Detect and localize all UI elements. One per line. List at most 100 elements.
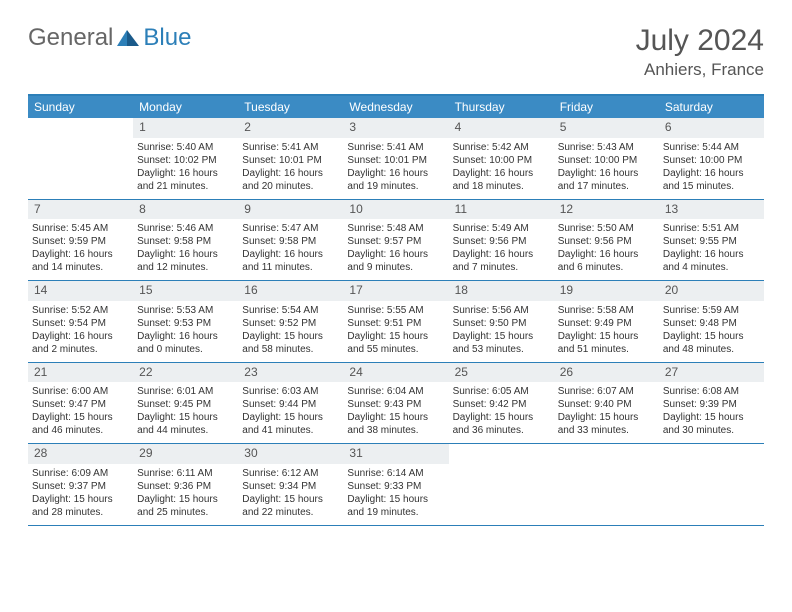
day-number: 19: [554, 281, 659, 301]
day-body: Sunrise: 6:04 AMSunset: 9:43 PMDaylight:…: [343, 382, 448, 443]
daylight-line: Daylight: 16 hours and 19 minutes.: [347, 167, 444, 193]
sunrise-line: Sunrise: 6:01 AM: [137, 385, 234, 398]
daylight-line: Daylight: 15 hours and 55 minutes.: [347, 330, 444, 356]
day-number: 26: [554, 363, 659, 383]
weekday-cell: Saturday: [659, 96, 764, 118]
sunset-line: Sunset: 9:42 PM: [453, 398, 550, 411]
weekday-cell: Tuesday: [238, 96, 343, 118]
sunset-line: Sunset: 9:47 PM: [32, 398, 129, 411]
weekday-row: SundayMondayTuesdayWednesdayThursdayFrid…: [28, 96, 764, 118]
sunrise-line: Sunrise: 5:48 AM: [347, 222, 444, 235]
day-body: Sunrise: 6:09 AMSunset: 9:37 PMDaylight:…: [28, 464, 133, 525]
sunset-line: Sunset: 9:44 PM: [242, 398, 339, 411]
daylight-line: Daylight: 16 hours and 9 minutes.: [347, 248, 444, 274]
day-number: 15: [133, 281, 238, 301]
day-body: Sunrise: 6:00 AMSunset: 9:47 PMDaylight:…: [28, 382, 133, 443]
day-body: Sunrise: 5:47 AMSunset: 9:58 PMDaylight:…: [238, 219, 343, 280]
day-cell: 8Sunrise: 5:46 AMSunset: 9:58 PMDaylight…: [133, 200, 238, 281]
daylight-line: Daylight: 15 hours and 58 minutes.: [242, 330, 339, 356]
sunrise-line: Sunrise: 6:05 AM: [453, 385, 550, 398]
day-number: 30: [238, 444, 343, 464]
day-body: Sunrise: 5:40 AMSunset: 10:02 PMDaylight…: [133, 138, 238, 199]
day-body: Sunrise: 6:01 AMSunset: 9:45 PMDaylight:…: [133, 382, 238, 443]
day-body: Sunrise: 5:52 AMSunset: 9:54 PMDaylight:…: [28, 301, 133, 362]
daylight-line: Daylight: 16 hours and 17 minutes.: [558, 167, 655, 193]
day-cell: 13Sunrise: 5:51 AMSunset: 9:55 PMDayligh…: [659, 200, 764, 281]
sunrise-line: Sunrise: 5:52 AM: [32, 304, 129, 317]
daylight-line: Daylight: 16 hours and 2 minutes.: [32, 330, 129, 356]
weekday-cell: Thursday: [449, 96, 554, 118]
sunrise-line: Sunrise: 6:07 AM: [558, 385, 655, 398]
sunrise-line: Sunrise: 5:41 AM: [242, 141, 339, 154]
sunset-line: Sunset: 9:49 PM: [558, 317, 655, 330]
day-cell: 27Sunrise: 6:08 AMSunset: 9:39 PMDayligh…: [659, 363, 764, 444]
day-body: Sunrise: 5:44 AMSunset: 10:00 PMDaylight…: [659, 138, 764, 199]
day-cell: 9Sunrise: 5:47 AMSunset: 9:58 PMDaylight…: [238, 200, 343, 281]
sunset-line: Sunset: 9:58 PM: [137, 235, 234, 248]
sunset-line: Sunset: 9:36 PM: [137, 480, 234, 493]
sunset-line: Sunset: 10:01 PM: [347, 154, 444, 167]
week-row: 14Sunrise: 5:52 AMSunset: 9:54 PMDayligh…: [28, 281, 764, 363]
sunset-line: Sunset: 9:56 PM: [453, 235, 550, 248]
sunrise-line: Sunrise: 6:11 AM: [137, 467, 234, 480]
daylight-line: Daylight: 15 hours and 25 minutes.: [137, 493, 234, 519]
day-number: 18: [449, 281, 554, 301]
sunrise-line: Sunrise: 5:45 AM: [32, 222, 129, 235]
day-cell: 19Sunrise: 5:58 AMSunset: 9:49 PMDayligh…: [554, 281, 659, 362]
sunset-line: Sunset: 9:57 PM: [347, 235, 444, 248]
daylight-line: Daylight: 16 hours and 21 minutes.: [137, 167, 234, 193]
day-body: Sunrise: 5:50 AMSunset: 9:56 PMDaylight:…: [554, 219, 659, 280]
day-number: 13: [659, 200, 764, 220]
daylight-line: Daylight: 16 hours and 4 minutes.: [663, 248, 760, 274]
sunrise-line: Sunrise: 5:50 AM: [558, 222, 655, 235]
week-row: 7Sunrise: 5:45 AMSunset: 9:59 PMDaylight…: [28, 200, 764, 282]
daylight-line: Daylight: 16 hours and 6 minutes.: [558, 248, 655, 274]
day-cell: 3Sunrise: 5:41 AMSunset: 10:01 PMDayligh…: [343, 118, 448, 199]
day-number: 8: [133, 200, 238, 220]
day-cell: 24Sunrise: 6:04 AMSunset: 9:43 PMDayligh…: [343, 363, 448, 444]
logo: General Blue: [28, 24, 191, 52]
sunset-line: Sunset: 10:00 PM: [663, 154, 760, 167]
day-body: Sunrise: 6:11 AMSunset: 9:36 PMDaylight:…: [133, 464, 238, 525]
day-number: 4: [449, 118, 554, 138]
sunset-line: Sunset: 9:56 PM: [558, 235, 655, 248]
sunset-line: Sunset: 10:00 PM: [558, 154, 655, 167]
daylight-line: Daylight: 15 hours and 36 minutes.: [453, 411, 550, 437]
sunset-line: Sunset: 9:59 PM: [32, 235, 129, 248]
sunrise-line: Sunrise: 6:09 AM: [32, 467, 129, 480]
day-cell: 11Sunrise: 5:49 AMSunset: 9:56 PMDayligh…: [449, 200, 554, 281]
day-number: 20: [659, 281, 764, 301]
day-body: Sunrise: 6:07 AMSunset: 9:40 PMDaylight:…: [554, 382, 659, 443]
daylight-line: Daylight: 16 hours and 15 minutes.: [663, 167, 760, 193]
sunset-line: Sunset: 9:53 PM: [137, 317, 234, 330]
weekday-cell: Monday: [133, 96, 238, 118]
sunrise-line: Sunrise: 5:47 AM: [242, 222, 339, 235]
day-number: 9: [238, 200, 343, 220]
sunset-line: Sunset: 10:02 PM: [137, 154, 234, 167]
sunrise-line: Sunrise: 5:43 AM: [558, 141, 655, 154]
sunset-line: Sunset: 9:39 PM: [663, 398, 760, 411]
sunrise-line: Sunrise: 6:03 AM: [242, 385, 339, 398]
week-row: 1Sunrise: 5:40 AMSunset: 10:02 PMDayligh…: [28, 118, 764, 200]
logo-text-blue: Blue: [143, 24, 191, 52]
day-number: 28: [28, 444, 133, 464]
sunset-line: Sunset: 9:58 PM: [242, 235, 339, 248]
day-body: Sunrise: 6:14 AMSunset: 9:33 PMDaylight:…: [343, 464, 448, 525]
day-cell: [554, 444, 659, 525]
calendar: SundayMondayTuesdayWednesdayThursdayFrid…: [28, 94, 764, 526]
day-cell: 15Sunrise: 5:53 AMSunset: 9:53 PMDayligh…: [133, 281, 238, 362]
day-number: 24: [343, 363, 448, 383]
day-cell: 20Sunrise: 5:59 AMSunset: 9:48 PMDayligh…: [659, 281, 764, 362]
title-block: July 2024 Anhiers, France: [636, 24, 764, 80]
sunset-line: Sunset: 9:52 PM: [242, 317, 339, 330]
day-body: Sunrise: 6:08 AMSunset: 9:39 PMDaylight:…: [659, 382, 764, 443]
daylight-line: Daylight: 15 hours and 51 minutes.: [558, 330, 655, 356]
sunrise-line: Sunrise: 6:04 AM: [347, 385, 444, 398]
day-cell: 17Sunrise: 5:55 AMSunset: 9:51 PMDayligh…: [343, 281, 448, 362]
day-number: 10: [343, 200, 448, 220]
day-number: 23: [238, 363, 343, 383]
daylight-line: Daylight: 15 hours and 33 minutes.: [558, 411, 655, 437]
day-cell: 21Sunrise: 6:00 AMSunset: 9:47 PMDayligh…: [28, 363, 133, 444]
weekday-cell: Sunday: [28, 96, 133, 118]
daylight-line: Daylight: 16 hours and 11 minutes.: [242, 248, 339, 274]
